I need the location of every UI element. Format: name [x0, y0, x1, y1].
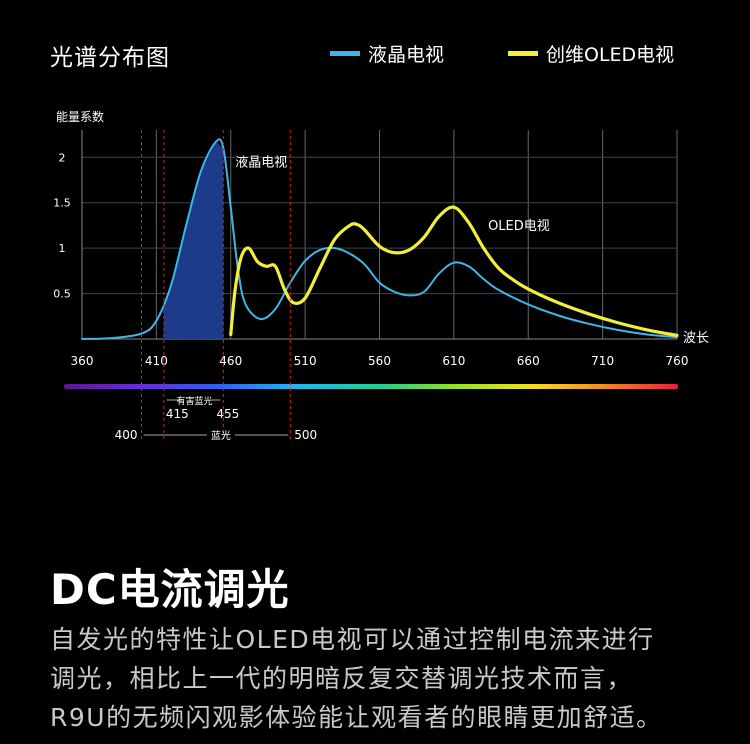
x-tick-label: 760: [666, 354, 689, 368]
band-from-label: 400: [115, 428, 138, 442]
x-tick-label: 360: [71, 354, 94, 368]
legend-label-lcd: 液晶电视: [368, 44, 445, 66]
section-paragraph: 自发光的特性让OLED电视可以通过控制电流来进行 调光，相比上一代的明暗反复交替…: [50, 620, 730, 737]
legend-swatch-lcd: [330, 51, 360, 56]
band-to-label: 455: [216, 407, 239, 421]
visible-spectrum-bar: [64, 384, 678, 389]
series-line-oled: [229, 205, 679, 337]
band-to-label: 500: [294, 428, 317, 442]
legend-item-oled: 创维OLED电视: [508, 40, 674, 67]
y-tick-label: 1.5: [53, 197, 71, 210]
band-label-blue: 蓝光: [211, 429, 231, 442]
spectrum-chart: 能量系数 0.5 1 1.5 2 360 410 460 510 560 610 660 710 760 波…: [53, 109, 709, 442]
x-tick-label: 660: [517, 354, 540, 368]
paragraph-line: R9U的无频闪观影体验能让观看者的眼睛更加舒适。: [50, 703, 663, 732]
curve-annotation: 液晶电视: [235, 155, 287, 170]
y-tick-label: 0.5: [53, 288, 71, 301]
chart-title: 光谱分布图: [50, 45, 170, 71]
x-tick-label: 460: [219, 354, 242, 368]
paragraph-line: 自发光的特性让OLED电视可以通过控制电流来进行: [50, 625, 655, 654]
band-from-label: 415: [166, 407, 189, 421]
legend-swatch-oled: [508, 51, 538, 56]
band-label-harmful-blue: 有害蓝光: [177, 395, 213, 407]
x-axis-label: 波长: [683, 331, 709, 346]
x-tick-label: 410: [145, 354, 168, 368]
x-tick-label: 710: [591, 354, 614, 368]
harmful-blue-light-area: [163, 141, 224, 339]
x-tick-label: 560: [368, 354, 391, 368]
y-axis-label: 能量系数: [56, 109, 104, 124]
y-tick-label: 1: [59, 242, 66, 255]
paragraph-line: 调光，相比上一代的明暗反复交替调光技术而言，: [50, 664, 634, 693]
x-tick-label: 510: [294, 354, 317, 368]
curve-annotation: OLED电视: [488, 219, 550, 234]
y-tick-label: 2: [59, 151, 66, 164]
legend-label-oled: 创维OLED电视: [546, 44, 675, 66]
series-line-lcd: [81, 138, 678, 340]
section-heading: DC电流调光: [50, 565, 290, 614]
x-tick-label: 610: [442, 354, 465, 368]
legend-item-lcd: 液晶电视: [330, 40, 444, 67]
